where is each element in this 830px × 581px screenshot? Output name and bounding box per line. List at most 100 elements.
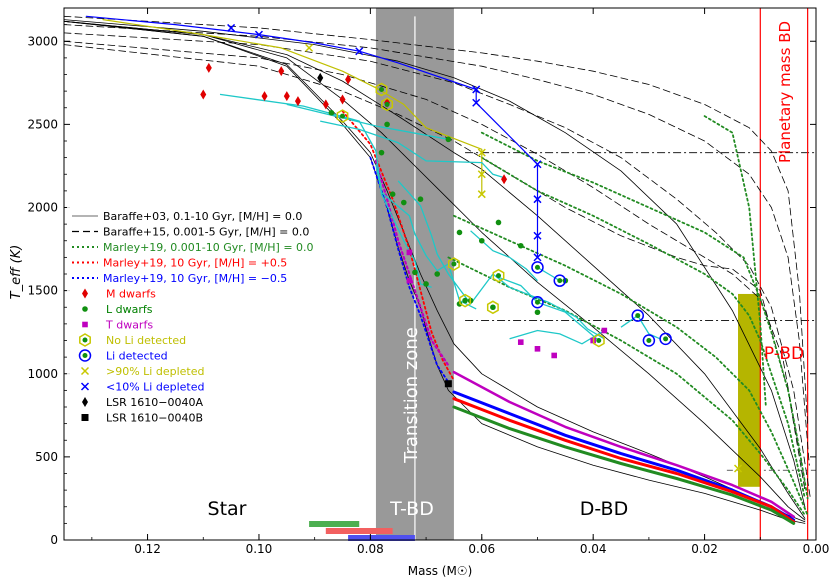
- data-point-51: [659, 332, 672, 346]
- data-point-19: [478, 237, 485, 244]
- x-axis-label: Mass (M☉): [408, 564, 473, 578]
- data-point-53: [477, 148, 486, 157]
- y-tick-label-0: 0: [50, 533, 58, 547]
- series-line-14: [703, 115, 767, 408]
- series-line-18: [452, 370, 795, 518]
- chart-regions: [375, 8, 816, 540]
- x-tick-label-5: 0.02: [691, 542, 718, 556]
- data-point-7: [339, 94, 346, 105]
- data-point-61: [472, 98, 481, 107]
- chart-legend: Baraffe+03, 0.1-10 Gyr, [M/H] = 0.0 Baraf…: [67, 207, 330, 437]
- data-point-6: [322, 99, 329, 110]
- data-point-8: [345, 74, 352, 85]
- data-point-41: [447, 257, 460, 271]
- legend-marker-12: [82, 397, 88, 407]
- chart-curves: [64, 15, 811, 525]
- x-tick-label-6: 0.00: [803, 542, 830, 556]
- data-point-64: [533, 231, 542, 240]
- data-point-20: [495, 219, 502, 226]
- data-point-44-core: [490, 304, 496, 310]
- data-point-56: [733, 464, 743, 473]
- legend-marker-6: [82, 306, 88, 312]
- data-point-29: [412, 269, 418, 276]
- series-line-20: [452, 397, 796, 524]
- series-line-13: [447, 256, 806, 516]
- legend-marker-7: [82, 321, 88, 328]
- legend-marker-5: [82, 288, 88, 299]
- data-point-13: [378, 149, 385, 156]
- series-line-8: [64, 40, 806, 483]
- x-tick-label-4: 0.04: [580, 542, 607, 556]
- data-point-62: [533, 160, 542, 169]
- data-point-32: [406, 277, 413, 284]
- data-point-18: [456, 229, 463, 236]
- series-line-3: [64, 20, 806, 519]
- mass-bar-0: [309, 521, 360, 527]
- data-point-49-core: [635, 313, 641, 319]
- data-point-45-core: [596, 338, 602, 343]
- binary-track-6: [498, 276, 600, 341]
- data-point-39: [381, 97, 394, 112]
- legend-label-0: Baraffe+03, 0.1-10 Gyr, [M/H] = 0.0: [103, 210, 302, 223]
- legend-label-3: Marley+19, 10 Gyr, [M/H] = +0.5: [103, 257, 287, 270]
- data-point-21: [517, 242, 524, 249]
- data-point-17: [445, 136, 452, 143]
- binary-track-2: [320, 120, 505, 179]
- data-point-45: [592, 333, 605, 348]
- legend-label-9: Li detected: [106, 350, 168, 363]
- data-point-38: [375, 82, 388, 97]
- tbd-region-label: T-BD: [389, 498, 434, 520]
- binary-track-9: [509, 329, 605, 345]
- data-point-50: [642, 334, 656, 347]
- data-point-43-core: [462, 298, 468, 304]
- data-point-66: [317, 72, 324, 83]
- data-point-44: [486, 300, 499, 315]
- series-line-2: [64, 20, 806, 521]
- data-point-1: [200, 89, 207, 100]
- y-axis-label: T_eff (K): [9, 245, 24, 300]
- data-point-38-core: [379, 86, 385, 92]
- legend-label-13: LSR 1610−0040B: [106, 412, 203, 425]
- data-point-46-core: [534, 264, 540, 270]
- data-point-30: [423, 281, 429, 287]
- series-line-11: [480, 156, 806, 500]
- legend-marker-8: [79, 333, 91, 347]
- data-point-43: [459, 293, 472, 308]
- data-point-15: [400, 199, 407, 206]
- y-tick-label-2: 1000: [27, 367, 58, 381]
- legend-label-12: LSR 1610−0040A: [106, 396, 203, 409]
- data-point-47-core: [557, 278, 563, 284]
- legend-marker-13: [81, 414, 89, 421]
- x-tick-label-3: 0.06: [468, 542, 495, 556]
- x-tick-label-0: 0.12: [134, 542, 161, 556]
- series-line-16: [369, 156, 450, 384]
- y-tick-label-6: 3000: [27, 34, 58, 48]
- data-point-42-core: [495, 273, 501, 279]
- data-point-40: [336, 109, 349, 123]
- chart-points: [200, 23, 743, 473]
- data-point-48-core: [534, 299, 540, 305]
- data-point-42: [492, 268, 505, 283]
- data-point-55: [477, 190, 486, 199]
- series-line-17: [374, 159, 450, 367]
- data-point-27: [534, 309, 541, 316]
- data-point-35: [551, 352, 557, 359]
- transition-zone-label: Transition zone: [401, 327, 422, 464]
- series-line-4: [64, 19, 806, 508]
- data-point-33: [517, 339, 524, 345]
- data-point-63: [533, 195, 542, 204]
- binary-track-1: [286, 103, 449, 140]
- legend-marker-10: [80, 366, 90, 376]
- data-point-58: [254, 30, 263, 39]
- legend-label-11: <10% Li depleted: [106, 381, 204, 394]
- data-point-31: [406, 249, 413, 256]
- legend-marker-11: [80, 382, 90, 391]
- pbd-label: P-BD: [764, 344, 804, 364]
- data-point-54: [477, 170, 486, 179]
- data-point-12: [384, 121, 390, 128]
- data-point-34: [534, 346, 541, 352]
- data-point-10: [501, 174, 508, 185]
- data-point-14: [389, 191, 396, 197]
- mass-bar-1: [325, 528, 393, 534]
- legend-label-1: Baraffe+15, 0.001-5 Gyr, [M/H] = 0.0: [103, 226, 309, 239]
